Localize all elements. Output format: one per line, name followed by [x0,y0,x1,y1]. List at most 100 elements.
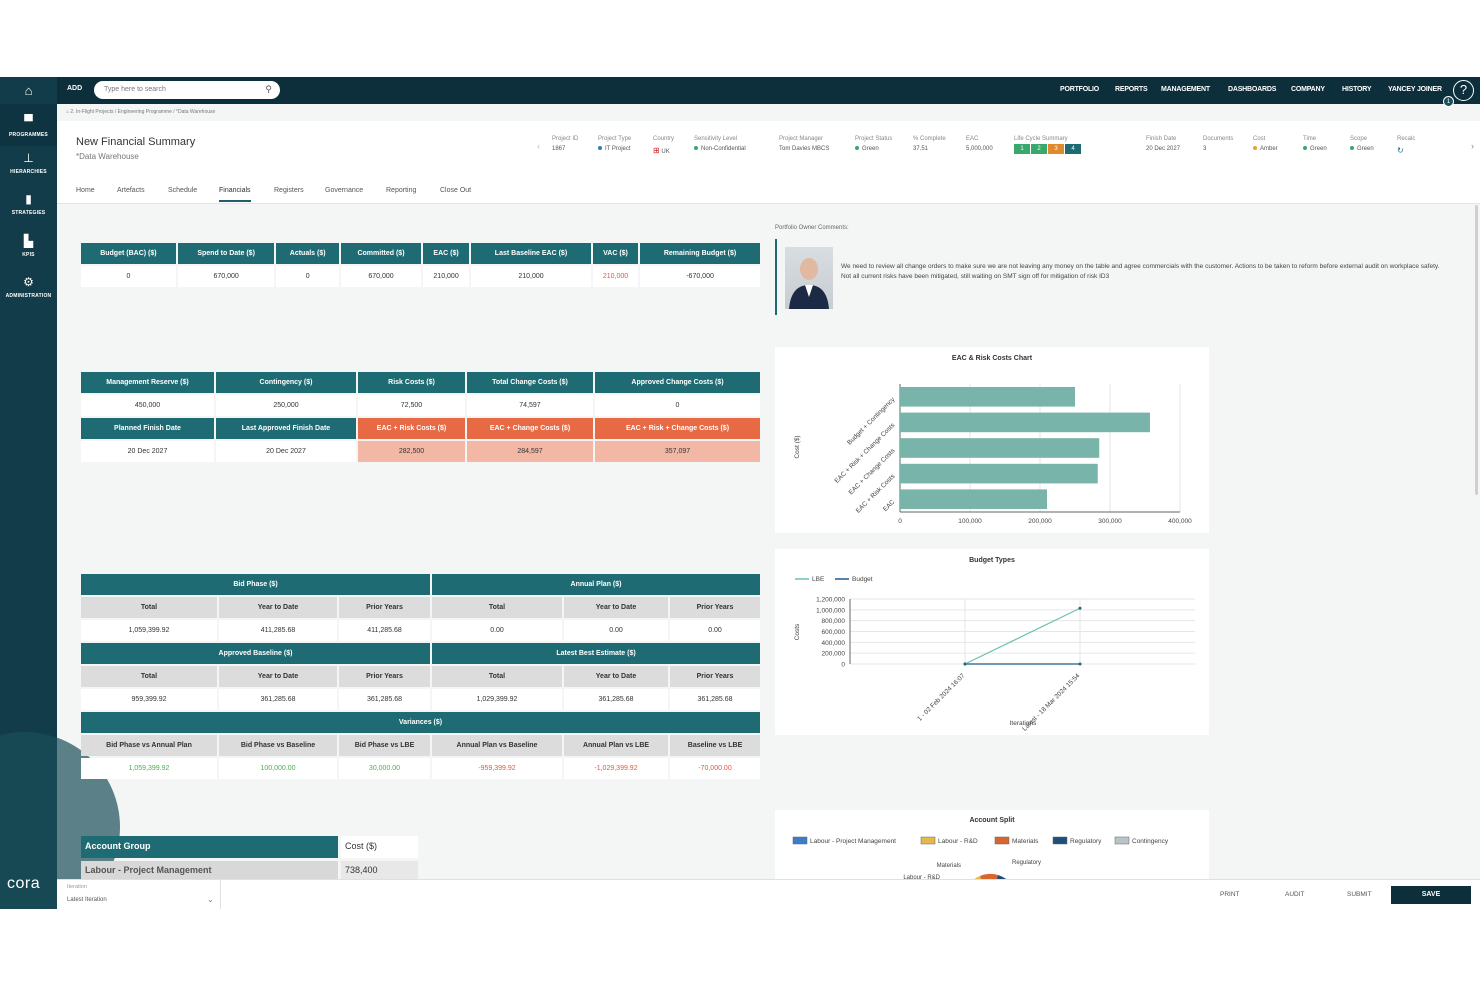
tab-financials[interactable]: Financials [219,187,251,202]
meta-label: % Complete [913,136,946,142]
lifecycle-stage[interactable]: 1 [1014,144,1030,154]
legend-swatch [1052,836,1068,845]
sidebar-item-programmes[interactable]: ▀ PROGRAMMES [0,104,57,146]
help-icon[interactable]: ? [1453,80,1474,101]
chevron-left-icon[interactable]: ‹ [537,141,540,151]
y-tick-label: 600,000 [822,629,846,636]
col-header: Bid Phase vs Annual Plan [81,735,217,756]
folder-icon: ▀ [24,114,33,128]
scrollbar[interactable] [1475,205,1478,495]
sidebar-item-kpis[interactable]: ▙ KPIS [0,234,57,258]
sidebar-item-strategies[interactable]: ▮ STRATEGIES [0,192,57,216]
submit-button[interactable]: SUBMIT [1347,891,1372,898]
user-menu[interactable]: YANCEY JOINER [1388,86,1442,93]
tab-schedule[interactable]: Schedule [168,187,198,194]
sidebar-item-hierarchies[interactable]: ⊥ HIERARCHIES [0,151,57,175]
audit-button[interactable]: AUDIT [1285,891,1305,898]
home-icon[interactable]: ⌂ [24,83,33,98]
tab-artefacts[interactable]: Artefacts [117,187,145,194]
tab-registers[interactable]: Registers [274,187,304,194]
table-header-row: Total Year to Date Prior Years Total Yea… [81,666,760,687]
bar [900,387,1075,407]
col-header: Year to Date [564,666,668,687]
meta-value: Green [862,146,879,152]
table-header-row: Planned Finish Date Last Approved Finish… [81,418,760,439]
meta-label: Documents [1203,136,1234,142]
tab-governance[interactable]: Governance [325,187,364,194]
legend-swatch [920,836,936,845]
col-header: Baseline vs LBE [670,735,760,756]
breadcrumb[interactable]: ⌂ 2. In-Flight Projects / Engineering Pr… [66,109,215,115]
meta-project-id: Project ID 1867 [552,136,578,152]
col-header: EAC ($) [423,243,470,264]
status-dot [1350,146,1354,151]
add-button[interactable]: ADD [67,85,83,92]
avatar-shirt [805,285,813,297]
nav-history[interactable]: HISTORY [1342,86,1372,93]
print-button[interactable]: PRINT [1220,891,1240,898]
legend-label: LBE [812,576,825,583]
iteration-select[interactable]: Latest Iteration [67,897,107,903]
nav-management[interactable]: MANAGEMENT [1161,86,1210,93]
table-cell: 670,000 [177,266,275,287]
legend-label: Labour - Project Management [810,838,896,845]
sidebar-label: KPIS [22,252,35,258]
x-tick-label: 300,000 [1098,518,1122,525]
lifecycle-stage[interactable]: 2 [1031,144,1047,154]
account-split-chart: Labour - Project Management Labour - R&D M… [792,836,1169,880]
y-tick-label: 400,000 [822,640,846,647]
nav-portfolio[interactable]: PORTFOLIO [1060,86,1100,93]
meta-label: Scope [1350,136,1368,142]
pie-label: Labour - R&D [903,875,940,880]
table-cell: 210,000 [423,266,470,287]
table-cell: -70,000.00 [670,758,760,779]
tab-home[interactable]: Home [76,187,95,194]
col-header: Year to Date [219,666,337,687]
bar-chart-icon: ▙ [23,234,34,248]
breadcrumb-path[interactable]: 2. In-Flight Projects / Engineering Prog… [70,109,216,115]
sidebar-item-administration[interactable]: ⚙ ADMINISTRATION [0,275,57,299]
save-button[interactable]: SAVE [1391,886,1471,904]
col-header: Prior Years [339,597,430,618]
pie-slice [996,875,1008,880]
table-cell: 282,500 [358,441,465,462]
col-header: Committed ($) [340,243,422,264]
avatar [785,247,833,309]
table-cell: -1,029,399.92 [564,758,668,779]
meta-project-status: Project Status Green [855,136,892,152]
nav-reports[interactable]: REPORTS [1115,86,1148,93]
table-cell: 20 Dec 2027 [81,441,214,462]
nav-company[interactable]: COMPANY [1291,86,1325,93]
budget-types-chart-panel: Budget Types 1,200,000 1,000,000 800,000 60… [775,549,1209,735]
nav-dashboards[interactable]: DASHBOARDS [1228,86,1277,93]
lifecycle-stage[interactable]: 4 [1065,144,1081,154]
notification-badge[interactable]: 1 [1443,96,1454,107]
table-cell: 0.00 [432,620,562,641]
meta-value: UK [661,149,670,155]
meta-finish-date: Finish Date 20 Dec 2027 [1146,136,1180,152]
col-header: Planned Finish Date [81,418,214,439]
tab-close-out[interactable]: Close Out [440,187,472,194]
col-header: Bid Phase vs Baseline [219,735,337,756]
chevron-down-icon[interactable]: ⌄ [207,895,214,904]
legend-label: Labour - R&D [938,838,978,845]
chevron-right-icon[interactable]: › [1471,141,1474,151]
meta-value: 37.51 [913,146,929,152]
col-header: Total [432,597,562,618]
table-cell: -959,399.92 [432,758,562,779]
home-icon[interactable]: ⌂ [66,109,71,115]
lifecycle-stage[interactable]: 3 [1048,144,1064,154]
y-tick-label: Budget + Contingency [846,396,897,447]
meta-recalc[interactable]: Recalc ↻ [1397,136,1415,155]
account-row-value: 738,400 [341,861,418,881]
search-icon[interactable]: ⚲ [265,84,272,94]
meta-label: EAC [966,136,979,142]
col-header: Remaining Budget ($) [640,243,760,264]
refresh-icon[interactable]: ↻ [1397,146,1404,155]
meta-value: Tom Davies MBCS [779,146,830,152]
search-input[interactable]: Type here to search ⚲ [94,81,280,99]
meta-documents[interactable]: Documents 3 [1203,136,1233,152]
tab-reporting[interactable]: Reporting [386,187,417,194]
col-header: Total [81,597,217,618]
footer-bar: Iteration Latest Iteration ⌄ PRINT AUDIT… [57,879,1480,909]
